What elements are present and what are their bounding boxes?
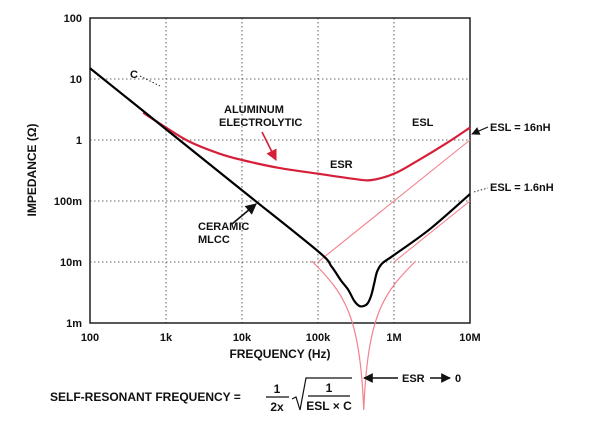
y-tick-label-0: 100 [64,13,82,25]
series-aluminum-electrolytic [142,111,471,182]
equation-fraction-numerator: 1 [274,382,281,396]
self-resonant-equation: SELF-RESONANT FREQUENCY = 1 2x 1 ESL × C [50,377,352,414]
equation-fraction-denominator: 2x [270,400,284,414]
annotation-c: C [130,69,138,81]
y-tick-labels: 100 10 1 100m 10m 1m [54,13,82,330]
x-axis-label: FREQUENCY (Hz) [229,347,330,361]
y-axis-label: IMPEDANCE (Ω) [25,124,39,217]
esl-asymptote-1 [393,200,471,263]
grid-lines [90,18,470,323]
series-ceramic-mlcc [89,67,471,308]
y-tick-label-4: 10m [60,257,82,269]
x-tick-label-4: 1M [386,332,401,344]
x-tick-label-0: 100 [81,332,99,344]
annotation-esl-1-6nh: ESL = 1.6nH [490,182,554,194]
x-tick-label-3: 100k [306,332,331,344]
y-tick-label-5: 1m [66,318,82,330]
annotation-esr: ESR [330,159,353,171]
esl-asymptotes [317,139,471,263]
annotation-ceramic-line2: MLCC [198,234,230,246]
equation-sqrt-denominator: ESL × C [306,399,352,413]
x-tick-labels: 100 1k 10k 100k 1M 10M [81,332,481,344]
y-tick-label-1: 10 [70,74,82,86]
esl-16-arrow [471,126,489,135]
equation-sqrt-sign [291,377,352,411]
annotation-aluminum-line2: ELECTROLYTIC [219,117,302,129]
ceramic-arrow [231,203,257,225]
plot-frame [89,17,471,324]
esl-asymptote-0 [317,139,471,263]
annotation-esr-zero-value: 0 [455,373,461,385]
x-tick-label-2: 10k [233,332,252,344]
equation-prefix: SELF-RESONANT FREQUENCY = [50,390,241,404]
y-tick-label-2: 1 [76,135,82,147]
annotation-ceramic-line1: CERAMIC [198,221,249,233]
annotation-esl-16nh: ESL = 16nH [490,122,551,134]
annotation-c-leader [139,75,161,87]
equation-sqrt-numerator: 1 [326,381,333,395]
annotation-esl: ESL [412,117,434,129]
aluminum-arrow [261,131,277,162]
esl-1-6-leader [473,187,489,193]
y-tick-label-3: 100m [54,196,82,208]
x-tick-label-1: 1k [160,332,173,344]
x-tick-label-5: 10M [459,332,480,344]
annotation-esr-zero: ESR [402,373,425,385]
resonance-curve [311,260,417,411]
annotation-aluminum-line1: ALUMINUM [224,104,284,116]
